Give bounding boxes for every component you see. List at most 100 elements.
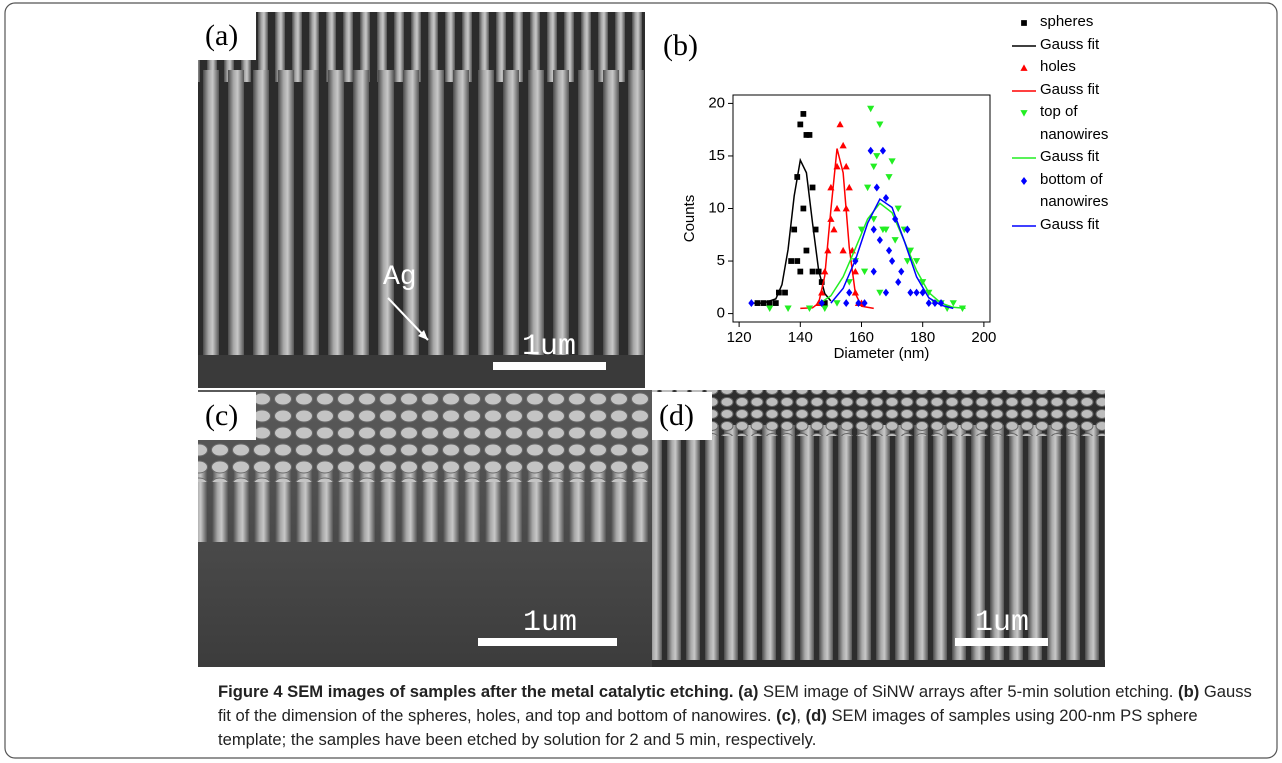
figure-frame: [4, 2, 1278, 759]
data-point: [794, 258, 801, 264]
data-point: [882, 194, 890, 202]
sem-image-d: (d) 1um: [652, 390, 1105, 667]
legend-swatch: [1020, 64, 1028, 71]
caption-text: ,: [796, 706, 801, 725]
data-point: [845, 279, 853, 286]
data-point: [937, 299, 945, 308]
data-point: [873, 183, 880, 192]
legend-swatch: [1012, 89, 1036, 92]
data-point: [903, 258, 911, 265]
panel-label: (d): [659, 399, 694, 432]
scale-bar: [478, 638, 617, 646]
data-point: [805, 305, 814, 312]
data-point: [867, 105, 875, 113]
data-point: [889, 257, 896, 266]
sem-image-a: (a) Ag 1um: [198, 12, 645, 388]
data-point: [894, 205, 902, 213]
data-point: [818, 299, 825, 308]
data-point: [870, 216, 878, 223]
data-point: [845, 183, 853, 191]
caption-label: (d): [805, 706, 827, 725]
scale-label: 1um: [975, 606, 1029, 640]
scale-label: 1um: [523, 606, 577, 640]
data-point: [891, 237, 899, 244]
fit-line: [830, 197, 954, 310]
data-point: [949, 300, 957, 307]
caption-title: Figure 4 SEM images of samples after the…: [218, 682, 734, 701]
legend-marker: [1020, 176, 1028, 185]
data-point: [913, 288, 920, 297]
legend-swatch: [1021, 20, 1027, 26]
legend-label: spheres: [1040, 13, 1094, 30]
data-point: [906, 247, 915, 255]
legend-swatch: [1012, 44, 1036, 47]
data-point: [876, 289, 884, 297]
legend-marker: [1020, 110, 1028, 117]
data-point: [864, 184, 872, 192]
chart: 120 140 160 180 200 0 5 10 15 20 Diameter (nm) Coun…: [681, 94, 996, 362]
data-point: [843, 299, 850, 308]
data-point: [772, 300, 779, 306]
y-tick-label: 0: [717, 305, 725, 322]
data-point: [907, 288, 914, 297]
data-point: [861, 299, 868, 308]
data-point: [784, 305, 792, 312]
data-point: [882, 288, 890, 297]
data-point: [788, 258, 795, 264]
legend-entry: Gauss fit: [1010, 214, 1122, 237]
data-point: [821, 305, 829, 312]
panel-label: (a): [205, 19, 238, 52]
legend-label: Gauss fit: [1040, 215, 1100, 233]
data-point: [827, 215, 835, 222]
data-point: [870, 225, 877, 234]
legend-marker: [1021, 20, 1027, 26]
data-point: [879, 146, 886, 155]
data-point: [833, 204, 841, 212]
legend-marker: [1020, 64, 1028, 71]
legend-label: bottom of nanowires: [1040, 170, 1109, 211]
panel-label: (b): [663, 29, 698, 62]
data-point: [931, 299, 938, 308]
legend-entry: holes: [1010, 56, 1122, 79]
data-point: [873, 153, 881, 160]
data-point: [925, 299, 932, 308]
x-tick-label: 160: [849, 329, 874, 346]
legend-label: holes: [1040, 58, 1076, 75]
data-point: [870, 267, 877, 276]
legend-entry: Gauss fit: [1010, 34, 1122, 57]
data-point: [912, 258, 921, 265]
data-point: [797, 268, 804, 275]
data-point: [895, 278, 902, 287]
x-tick-label: 200: [971, 329, 996, 346]
data-point: [806, 132, 813, 138]
chart-panel: [645, 12, 1105, 388]
scale-label: 1um: [522, 330, 576, 364]
caption: Figure 4 SEM images of samples after the…: [218, 680, 1268, 752]
data-point: [748, 299, 755, 308]
data-point: [809, 268, 816, 275]
arrow-head: [418, 330, 428, 340]
legend-entry: bottom of nanowires: [1010, 169, 1122, 214]
legend-entry: Gauss fit: [1010, 79, 1122, 102]
scale-bar: [955, 638, 1048, 646]
data-point: [800, 111, 807, 117]
scale-bar: [493, 362, 606, 370]
data-point: [876, 121, 884, 129]
data-point: [833, 300, 841, 307]
legend-swatch: [1020, 176, 1028, 185]
caption-text: Gauss fit of the dimension of the sphere…: [218, 682, 1252, 725]
data-point: [851, 267, 859, 275]
data-point: [846, 288, 853, 297]
sem-image-c: (c) 1um: [198, 390, 652, 667]
caption-label: (c): [776, 706, 797, 725]
data-point: [766, 305, 774, 312]
data-point: [782, 289, 788, 296]
x-tick-label: 140: [788, 329, 813, 346]
fit-line: [751, 157, 832, 304]
legend-entry: Gauss fit: [1010, 146, 1122, 169]
caption-text: SEM image of SiNW arrays after 5-min sol…: [763, 682, 1174, 701]
data-point: [803, 247, 810, 254]
y-tick-label: 20: [708, 94, 725, 111]
